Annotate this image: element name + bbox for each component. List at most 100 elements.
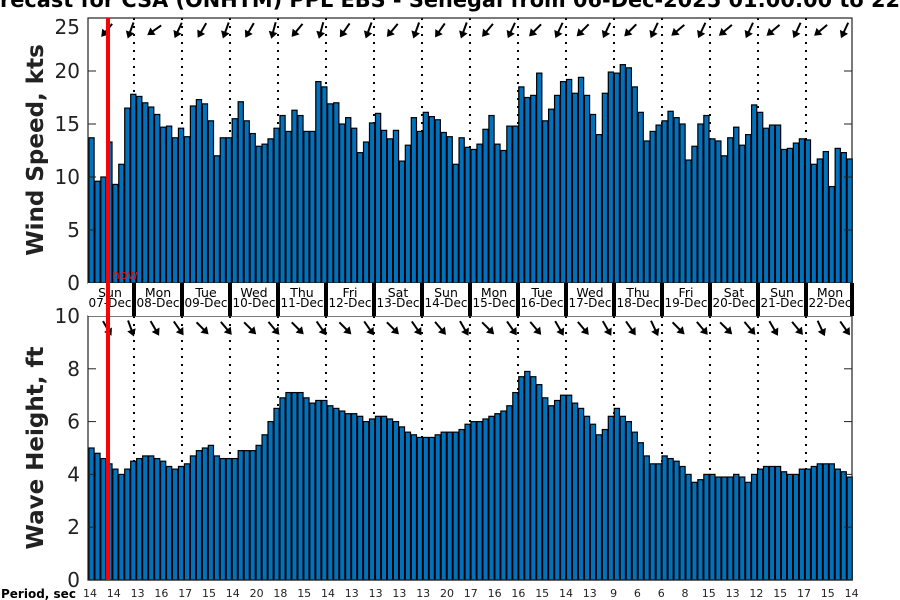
wave-bar [565, 394, 573, 581]
wind-y-tick-label: 5 [67, 218, 80, 242]
wind-bar [530, 94, 537, 284]
wave-bar [595, 434, 603, 581]
wave-bar [225, 457, 233, 581]
wave-bar [339, 410, 346, 581]
wind-direction-arrow-icon [197, 22, 208, 38]
wind-direction-arrow-icon [291, 23, 304, 37]
wind-bar [428, 115, 435, 284]
wind-bar [279, 114, 286, 284]
wave-bar [440, 431, 447, 581]
wave-bar [404, 431, 412, 581]
wind-bar [458, 137, 465, 284]
wave-bar [661, 455, 668, 581]
wave-bar [804, 468, 812, 581]
period-value: 16 [511, 587, 525, 600]
wave-direction-arrow-icon [839, 320, 850, 336]
wind-bar [243, 120, 250, 284]
wave-bar [518, 376, 525, 581]
wind-bar [500, 149, 507, 284]
wave-bar [727, 476, 734, 581]
now-line [106, 18, 110, 580]
wave-bar [183, 463, 191, 581]
wave-bar [613, 407, 621, 581]
wave-direction-arrow-icon [243, 321, 257, 335]
day-date-label: 20-Dec [713, 295, 756, 310]
wave-bar [309, 402, 316, 581]
wave-direction-arrow-icon [172, 320, 184, 336]
wave-direction-arrow-icon [625, 320, 636, 336]
wind-bar [159, 126, 167, 284]
wind-bar [655, 124, 662, 284]
day-separator [850, 283, 854, 316]
wave-direction-arrow-icon [506, 320, 517, 336]
period-value: 13 [369, 587, 383, 600]
wind-bar [213, 155, 221, 284]
wind-bar [297, 114, 304, 284]
wave-bar [733, 473, 740, 581]
wind-bar [762, 127, 770, 284]
wave-bar [130, 460, 137, 581]
wave-bar [153, 457, 161, 581]
wind-bar [756, 111, 764, 284]
wave-direction-arrow-icon [434, 321, 446, 335]
wave-bar [840, 471, 847, 581]
wind-y-tick-label: 20 [55, 59, 80, 83]
wave-bar [547, 405, 555, 581]
wave-bar [380, 415, 388, 581]
wave-bar [649, 463, 656, 581]
wind-bar [643, 140, 650, 284]
wind-bar [189, 105, 197, 284]
wind-bar [434, 119, 441, 284]
period-value: 9 [610, 587, 617, 600]
wave-bar [786, 473, 794, 581]
wave-bar [792, 473, 800, 581]
wind-bar [715, 140, 722, 284]
wind-bar [673, 117, 680, 284]
wind-bar [577, 76, 585, 284]
wind-bar [780, 148, 788, 284]
wind-bar [237, 101, 244, 284]
wave-bar [112, 468, 119, 581]
wind-bar [195, 99, 203, 284]
wind-direction-arrow-icon [386, 23, 399, 37]
wave-direction-arrow-icon [577, 321, 589, 335]
wave-bar [494, 413, 501, 581]
wave-direction-arrow-icon [149, 320, 160, 336]
wave-bar [530, 376, 537, 581]
day-date-label: 10-Dec [233, 295, 276, 310]
period-value: 15 [535, 587, 549, 600]
wave-bar [822, 463, 830, 581]
wind-bar [380, 129, 388, 284]
wind-direction-arrow-icon [529, 23, 542, 37]
wave-bar [679, 465, 686, 581]
wind-bar [136, 95, 143, 284]
day-date-label: 11-Dec [281, 295, 324, 310]
wave-bar [637, 442, 644, 581]
wind-bar [488, 114, 495, 284]
wind-bar [416, 130, 424, 284]
wind-y-tick-label: 25 [55, 15, 80, 39]
wind-bar [464, 146, 471, 284]
wave-bar [542, 397, 549, 581]
wave-bar [810, 465, 818, 581]
wave-bar [255, 444, 262, 581]
wind-bar [804, 139, 812, 284]
wind-bar [118, 163, 125, 284]
day-date-label: 17-Dec [569, 295, 612, 310]
wave-bar [362, 421, 370, 581]
wave-bar [715, 476, 722, 581]
day-date-label: 12-Dec [329, 295, 372, 310]
period-value: 15 [202, 587, 216, 600]
wind-direction-arrow-icon [125, 22, 135, 39]
wave-bar [470, 421, 477, 581]
wind-bar [255, 145, 262, 284]
wave-bar [219, 457, 227, 581]
day-separator [660, 283, 664, 316]
wave-bar [631, 431, 638, 581]
wave-direction-arrow-icon [816, 320, 826, 337]
wind-direction-arrow-icon [718, 24, 733, 36]
wave-bar [392, 421, 400, 581]
wave-y-tick-label: 8 [67, 357, 80, 381]
wave-bar [506, 405, 513, 581]
wind-bar [130, 93, 137, 284]
